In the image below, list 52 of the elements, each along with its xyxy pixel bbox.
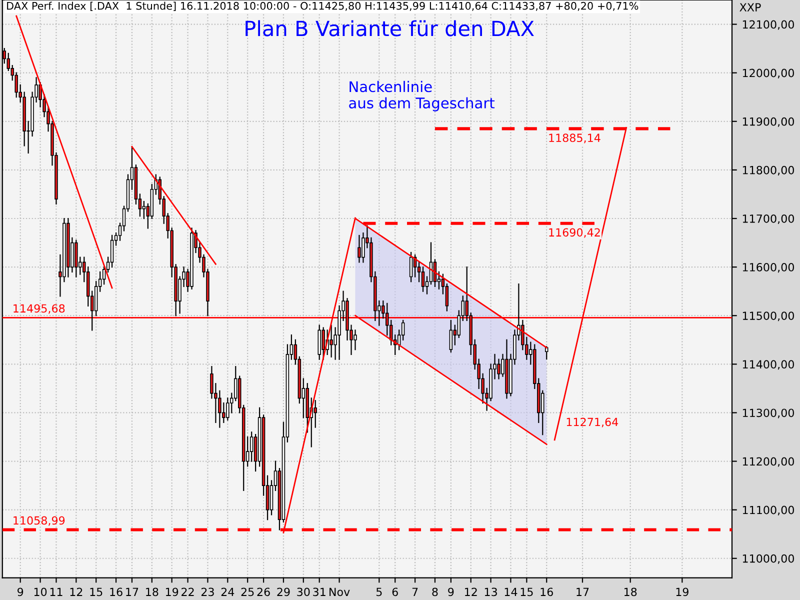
annotation: 11271,64 [566, 418, 618, 428]
x-tick-label: 16 [540, 588, 553, 596]
annotation: Nackenlinie aus dem Tageschart [349, 80, 495, 112]
x-tick-label: 25 [241, 588, 254, 596]
y-axis-title: XXP [740, 3, 761, 12]
x-tick-label: 17 [126, 588, 138, 596]
y-tick-label: 11500,00 [742, 312, 794, 322]
x-tick-label: 19 [166, 588, 178, 596]
annotation: 11690,42 [549, 228, 600, 238]
y-tick-label: 12000,00 [742, 68, 794, 78]
x-tick-label: 31 [313, 588, 326, 596]
x-tick-label: 12 [465, 588, 477, 596]
x-tick-label: 9 [448, 588, 454, 596]
x-tick-label: 13 [484, 588, 497, 596]
x-tick-label: 9 [18, 588, 24, 596]
y-tick-label: 12100,00 [742, 20, 794, 30]
ref-line-label: 11058,99 [14, 516, 65, 526]
y-tick-label: 11800,00 [742, 166, 794, 176]
x-tick-label: 23 [201, 588, 214, 596]
x-tick-label: 24 [221, 588, 234, 596]
ref-line-label: 11495,68 [14, 304, 65, 314]
x-tick-label: 26 [257, 588, 270, 596]
x-tick-label: Nov [330, 588, 350, 596]
x-tick-label: 29 [277, 588, 290, 596]
y-tick-label: 11300,00 [742, 408, 794, 418]
text: Plan B Variante für den DAX [246, 20, 534, 36]
x-tick-label: 11 [50, 588, 62, 596]
y-tick-label: 11600,00 [742, 263, 794, 273]
x-tick-label: 15 [520, 588, 533, 596]
x-tick-label: 12 [70, 588, 82, 596]
x-tick-label: 22 [182, 588, 194, 596]
y-tick-label: 11200,00 [742, 457, 794, 467]
y-tick-label: 11100,00 [742, 506, 794, 516]
x-tick-label: 14 [504, 588, 518, 596]
x-tick-label: 5 [376, 588, 382, 596]
x-tick-label: 8 [432, 588, 438, 596]
annotation: 11885,14 [549, 134, 600, 144]
y-tick-label: 11700,00 [742, 214, 794, 224]
chart-subtitle: DAX Perf. Index [.DAX 1 Stunde] 16.11.2018 10:00:00 - O:11425,80 H:11435,99 L:11410,64 C:11433,87 +80,20 +0,71% [7, 2, 638, 12]
y-tick-label: 11000,00 [742, 554, 794, 564]
x-tick-label: 17 [576, 588, 589, 596]
y-tick-label: 11900,00 [742, 117, 794, 127]
x-tick-label: 10 [34, 588, 47, 596]
y-tick-label: 11400,00 [742, 360, 794, 370]
x-tick-label: 30 [297, 588, 310, 596]
x-tick-label: 15 [90, 588, 102, 596]
x-tick-label: 6 [392, 588, 398, 596]
x-tick-label: 18 [146, 588, 158, 596]
x-tick-label: 19 [676, 588, 688, 596]
x-tick-label: 16 [110, 588, 122, 596]
x-tick-label: 18 [624, 588, 637, 596]
x-tick-label: 7 [412, 588, 418, 596]
